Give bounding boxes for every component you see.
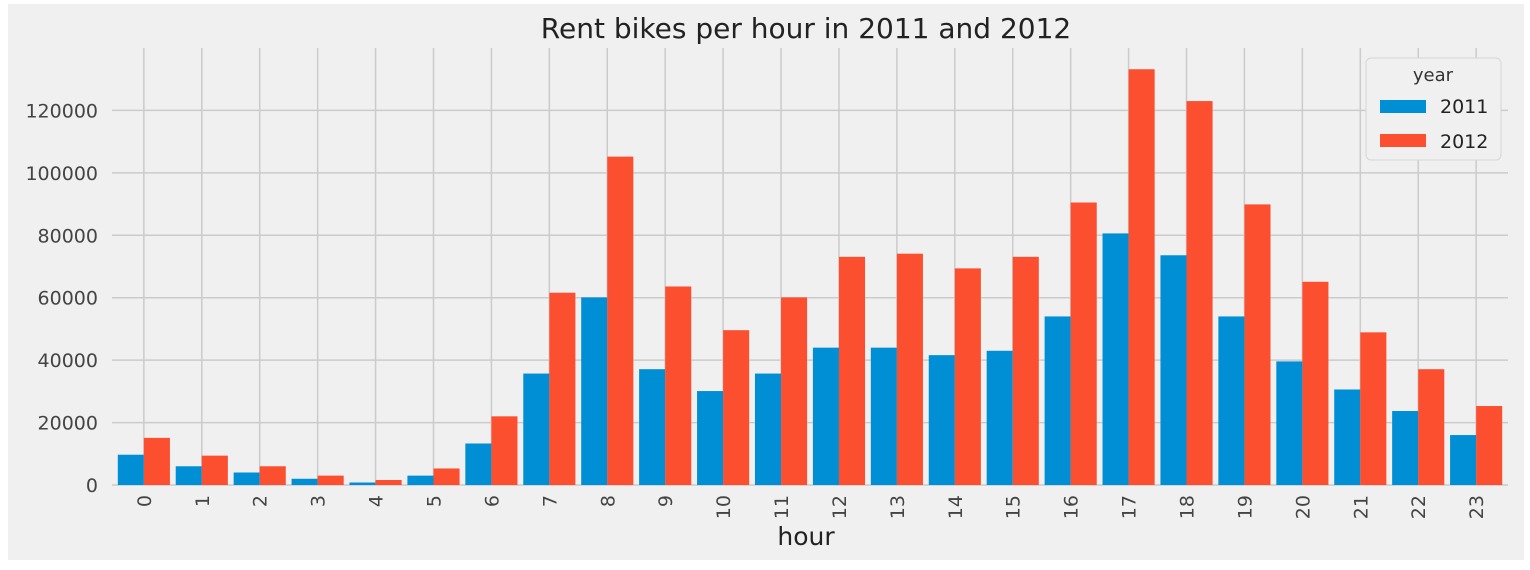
x-tick-label-14: 14 bbox=[945, 495, 967, 519]
x-axis-label: hour bbox=[777, 522, 835, 551]
bar-2011-hour-13 bbox=[870, 347, 897, 485]
x-tick-label-6: 6 bbox=[481, 495, 503, 507]
x-tick-labels: 0 1 2 3 4 5 6 7 8 9 10 11 12 13 14 15 16 17 18 19 20 21 22 23 bbox=[134, 495, 1488, 519]
bar-2012-hour-18 bbox=[1186, 101, 1213, 485]
x-tick-label-8: 8 bbox=[597, 495, 619, 507]
y-tick-label-0: 0 bbox=[86, 475, 98, 497]
legend: year 2011 2012 bbox=[1365, 57, 1502, 161]
x-tick-label-19: 19 bbox=[1234, 495, 1256, 519]
x-tick-label-7: 7 bbox=[539, 495, 561, 507]
x-tick-label-18: 18 bbox=[1177, 495, 1199, 519]
bar-2011-hour-17 bbox=[1102, 233, 1129, 485]
bar-2012-hour-21 bbox=[1360, 332, 1387, 485]
bar-2011-hour-23 bbox=[1450, 435, 1477, 485]
bar-2011-hour-1 bbox=[175, 466, 202, 485]
bar-2012-hour-20 bbox=[1302, 281, 1329, 485]
x-tick-label-21: 21 bbox=[1350, 495, 1372, 519]
bar-2012-hour-23 bbox=[1476, 406, 1503, 485]
x-tick-label-15: 15 bbox=[1003, 495, 1025, 519]
bar-2011-hour-0 bbox=[117, 454, 144, 485]
bar-2012-hour-0 bbox=[143, 437, 170, 485]
y-tick-label-4: 80000 bbox=[38, 225, 98, 247]
bar-2011-hour-3 bbox=[291, 478, 318, 485]
y-tick-label-6: 120000 bbox=[25, 100, 98, 122]
bar-2011-hour-8 bbox=[581, 297, 608, 485]
bar-2011-hour-21 bbox=[1334, 389, 1361, 485]
bar-2011-hour-7 bbox=[523, 373, 550, 485]
bar-2012-hour-6 bbox=[491, 416, 518, 485]
bar-2012-hour-3 bbox=[317, 475, 344, 485]
legend-title: year bbox=[1413, 65, 1454, 86]
bar-2011-hour-20 bbox=[1276, 361, 1303, 485]
legend-label-2012: 2012 bbox=[1440, 131, 1488, 153]
bar-2012-hour-15 bbox=[1012, 256, 1039, 485]
bar-2011-hour-5 bbox=[407, 475, 434, 485]
x-tick-label-12: 12 bbox=[829, 495, 851, 519]
bar-2011-hour-14 bbox=[928, 355, 955, 485]
bar-2011-hour-22 bbox=[1392, 411, 1419, 485]
x-tick-label-20: 20 bbox=[1292, 495, 1314, 519]
x-tick-label-11: 11 bbox=[771, 495, 793, 519]
bar-2011-hour-9 bbox=[639, 369, 666, 485]
plot-area bbox=[112, 48, 1508, 485]
bar-2012-hour-7 bbox=[549, 292, 576, 485]
bar-2011-hour-19 bbox=[1218, 316, 1245, 485]
x-tick-label-22: 22 bbox=[1408, 495, 1430, 519]
bar-2012-hour-16 bbox=[1070, 202, 1097, 485]
x-tick-label-9: 9 bbox=[655, 495, 677, 507]
bar-2012-hour-12 bbox=[838, 256, 866, 485]
x-tick-label-5: 5 bbox=[423, 495, 445, 507]
bar-2012-hour-19 bbox=[1244, 204, 1271, 485]
bar-2012-hour-10 bbox=[723, 330, 750, 485]
bar-2011-hour-6 bbox=[465, 443, 492, 485]
y-tick-label-3: 60000 bbox=[38, 288, 98, 310]
bar-2011-hour-4 bbox=[349, 482, 376, 485]
bar-2011-hour-10 bbox=[697, 391, 724, 485]
x-tick-label-0: 0 bbox=[134, 495, 156, 507]
x-tick-label-17: 17 bbox=[1119, 495, 1141, 519]
x-tick-label-3: 3 bbox=[308, 495, 330, 507]
bar-2012-hour-1 bbox=[201, 455, 228, 485]
x-tick-label-16: 16 bbox=[1061, 495, 1083, 519]
bar-2012-hour-22 bbox=[1418, 369, 1445, 485]
x-tick-label-1: 1 bbox=[192, 495, 214, 507]
bar-2011-hour-18 bbox=[1160, 255, 1187, 485]
bar-2011-hour-15 bbox=[986, 350, 1013, 485]
x-tick-label-10: 10 bbox=[713, 495, 735, 519]
legend-label-2011: 2011 bbox=[1440, 96, 1488, 118]
bar-2012-hour-9 bbox=[665, 286, 692, 485]
y-tick-label-1: 20000 bbox=[38, 413, 98, 435]
legend-swatch-2012 bbox=[1380, 134, 1426, 147]
bar-2012-hour-14 bbox=[954, 268, 981, 485]
bar-2011-hour-16 bbox=[1044, 316, 1071, 485]
chart-title: Rent bikes per hour in 2011 and 2012 bbox=[541, 12, 1071, 45]
y-tick-labels: 0 20000 40000 60000 80000 100000 120000 bbox=[25, 100, 98, 497]
bar-2012-hour-2 bbox=[259, 466, 286, 485]
bar-2012-hour-4 bbox=[375, 480, 402, 485]
bar-2012-hour-17 bbox=[1128, 69, 1155, 485]
x-tick-label-23: 23 bbox=[1466, 495, 1488, 519]
bar-2012-hour-8 bbox=[607, 156, 634, 485]
y-tick-label-5: 100000 bbox=[25, 163, 98, 185]
bar-2011-hour-12 bbox=[812, 347, 839, 485]
bar-2012-hour-13 bbox=[896, 253, 923, 485]
bar-2011-hour-2 bbox=[233, 472, 260, 485]
x-tick-label-13: 13 bbox=[887, 495, 909, 519]
x-tick-label-2: 2 bbox=[250, 495, 272, 507]
legend-swatch-2011 bbox=[1380, 100, 1426, 113]
bar-2011-hour-11 bbox=[754, 373, 782, 485]
bar-2012-hour-11 bbox=[781, 297, 808, 485]
x-tick-label-4: 4 bbox=[366, 495, 388, 507]
bar-2012-hour-5 bbox=[433, 468, 460, 485]
bars bbox=[117, 69, 1503, 485]
y-tick-label-2: 40000 bbox=[38, 350, 98, 372]
